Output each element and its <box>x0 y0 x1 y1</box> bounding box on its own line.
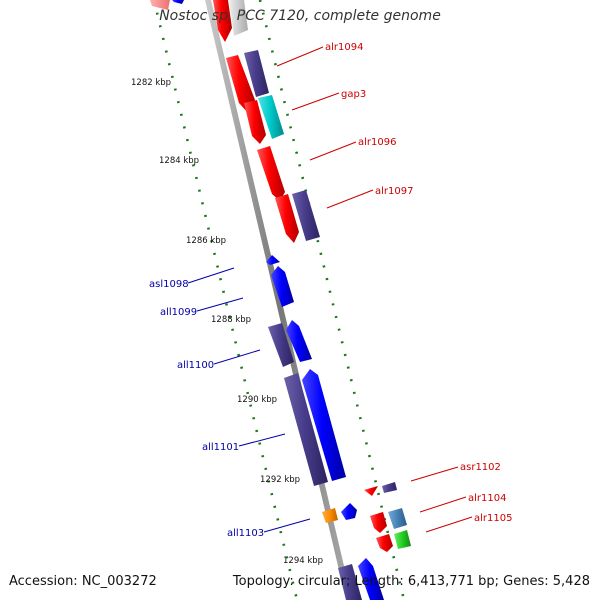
leader-line <box>309 141 357 161</box>
gene-label-alr1097[interactable]: alr1097 <box>375 186 413 197</box>
gene-label-all1103[interactable]: all1103 <box>227 528 264 539</box>
leader-line <box>238 433 286 447</box>
tick-label: 1292 kbp <box>260 475 300 485</box>
leader-line <box>291 92 340 111</box>
leader-line <box>276 46 324 67</box>
gene-all1101[interactable] <box>302 369 346 481</box>
accession-text: Accession: NC_003272 <box>9 574 157 589</box>
leader-line <box>213 349 261 365</box>
leader-line <box>419 496 467 513</box>
gene-alr1104-left[interactable] <box>370 512 387 533</box>
gene-asl1098[interactable] <box>266 255 280 265</box>
gene-label-alr1105[interactable]: alr1105 <box>474 513 512 524</box>
gene-label-gap3[interactable]: gap3 <box>341 89 366 100</box>
gene-alr1094-neighbor[interactable] <box>244 50 269 97</box>
gene-all1103[interactable] <box>341 503 357 520</box>
page-title: Nostoc sp. PCC 7120, complete genome <box>159 8 441 24</box>
gene-asr1102-neighbor[interactable] <box>382 482 397 493</box>
gene-label-asr1102[interactable]: asr1102 <box>460 462 501 473</box>
gene-partial-gray <box>229 0 248 36</box>
leader-line <box>410 466 459 482</box>
gene-alr1097-left[interactable] <box>275 194 299 243</box>
gene-bottom-purple <box>338 564 362 600</box>
gene-alr1096[interactable] <box>257 146 285 201</box>
leader-line <box>326 189 374 209</box>
gene-alr1097[interactable] <box>292 190 320 241</box>
gene-alr1105-left[interactable] <box>376 534 393 552</box>
gene-label-all1101[interactable]: all1101 <box>202 442 239 453</box>
gene-partial-pink <box>150 0 170 10</box>
gene-label-alr1096[interactable]: alr1096 <box>358 137 396 148</box>
gene-gap3-left[interactable] <box>244 100 266 144</box>
gene-alr1105[interactable] <box>394 530 411 549</box>
leader-line <box>425 516 473 533</box>
gene-label-alr1104[interactable]: alr1104 <box>468 493 506 504</box>
gene-partial-red <box>213 0 232 42</box>
topology-text: Topology: circular; Length: 6,413,771 bp… <box>232 574 590 589</box>
gene-all1100[interactable] <box>286 320 312 362</box>
tick-label: 1286 kbp <box>186 236 226 246</box>
gene-alr1094-body[interactable] <box>226 55 255 114</box>
leader-line <box>196 297 244 312</box>
gene-asr1102[interactable] <box>364 486 378 496</box>
tick-label: 1290 kbp <box>237 395 277 405</box>
gene-all1103-orange[interactable] <box>322 508 338 523</box>
gene-alr1104[interactable] <box>388 508 407 529</box>
tick-label: 1288 kbp <box>211 315 251 325</box>
tick-label: 1284 kbp <box>159 156 199 166</box>
leader-line <box>263 518 311 533</box>
gene-label-all1100[interactable]: all1100 <box>177 360 214 371</box>
gene-gap3[interactable] <box>258 95 284 139</box>
gene-label-asl1098[interactable]: asl1098 <box>149 279 189 290</box>
tick-label: 1282 kbp <box>131 78 171 88</box>
tick-label: 1294 kbp <box>283 556 323 566</box>
gene-bottom-blue <box>358 558 384 600</box>
gene-partial-blue <box>172 0 184 4</box>
gene-all1100-left[interactable] <box>268 323 294 367</box>
gene-all1101-left[interactable] <box>284 373 328 486</box>
gene-label-alr1094[interactable]: alr1094 <box>325 42 363 53</box>
leader-line <box>187 267 235 284</box>
gene-label-all1099[interactable]: all1099 <box>160 307 197 318</box>
gene-all1099[interactable] <box>271 266 294 307</box>
